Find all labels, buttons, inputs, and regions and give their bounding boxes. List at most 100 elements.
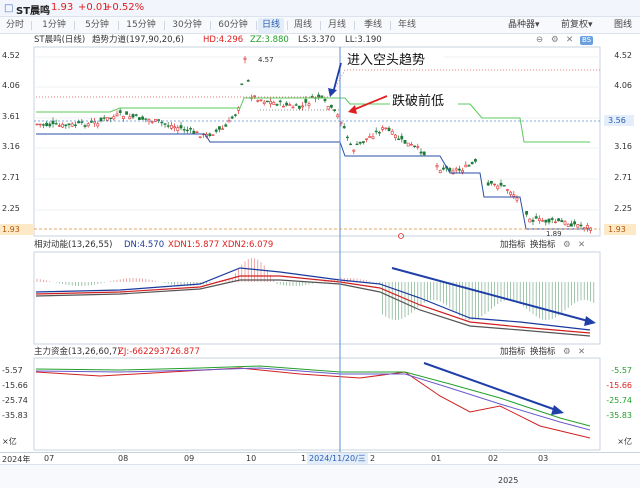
- y-tick-left: 3.61: [2, 112, 20, 121]
- switch-indicator-button[interactable]: 换指标: [530, 347, 556, 357]
- candle-body: [45, 122, 49, 126]
- candle-body: [541, 220, 545, 222]
- candle-body: [99, 117, 103, 122]
- candle-body: [329, 104, 333, 108]
- flow-tick-right: -25.74: [606, 396, 632, 405]
- ls-value: LS:3.370: [298, 35, 336, 45]
- candle-body: [272, 102, 276, 105]
- short-trend-annotation: 进入空头趋势: [328, 49, 444, 97]
- tab-5min[interactable]: 5分钟: [85, 20, 109, 30]
- flow-tick-left: -5.57: [2, 366, 23, 375]
- tab-monthly[interactable]: 月线: [327, 20, 346, 30]
- tab-15min[interactable]: 15分钟: [126, 20, 156, 30]
- candle-body: [342, 126, 346, 129]
- candle-body: [557, 218, 561, 222]
- candle-body: [170, 125, 173, 129]
- y-tick-right: 3.16: [614, 142, 632, 151]
- indicator-tools-dropdown[interactable]: 晶种器▾: [508, 20, 540, 30]
- candle-body: [573, 221, 577, 225]
- close-icon[interactable]: ✕: [566, 35, 574, 45]
- support-line-green: [36, 97, 590, 143]
- candle-body: [496, 185, 500, 190]
- period-tab-bar: 分时 1分钟 5分钟 15分钟 30分钟 60分钟 日线 周线 月线 季线 年线…: [0, 17, 640, 34]
- title-bar: □ ST晨鸣 1.93 +0.01 +0.52%: [0, 0, 640, 17]
- x-label: 01: [431, 454, 442, 463]
- xdn2-line: [35, 279, 591, 337]
- stock-change-pct: +0.52%: [104, 2, 145, 13]
- candle-body: [253, 95, 257, 97]
- candle-body: [576, 224, 580, 228]
- candle-body: [240, 83, 244, 85]
- y-tick-left: 3.16: [2, 142, 20, 151]
- candle-body: [454, 168, 458, 171]
- resistance-line-blue: [36, 133, 590, 230]
- candle-body: [486, 182, 490, 186]
- candle-body: [441, 167, 445, 170]
- tab-quarterly[interactable]: 季线: [363, 20, 382, 30]
- settings-icon[interactable]: ⚙: [563, 240, 571, 250]
- tab-weekly[interactable]: 周线: [293, 20, 312, 30]
- flow-tick-left: -15.66: [2, 381, 28, 390]
- close-icon[interactable]: ✕: [578, 347, 586, 357]
- candle-body: [70, 123, 74, 127]
- candle-body: [118, 110, 122, 113]
- x-label: 03: [538, 454, 549, 463]
- momentum-name: 相对动能(13,26,55): [34, 240, 113, 250]
- candle-body: [288, 104, 292, 106]
- candle-body: [198, 136, 202, 138]
- candle-body: [186, 129, 189, 132]
- candle-body: [377, 132, 381, 134]
- tab-daily[interactable]: 日线: [258, 18, 284, 33]
- candle-body: [48, 123, 52, 127]
- main-indicator-formula: 趋势力道(197,90,20,6): [92, 35, 185, 45]
- candle-body: [80, 121, 84, 123]
- candle-body: [579, 224, 583, 227]
- add-indicator-button[interactable]: 加指标: [500, 240, 526, 250]
- price-adjust-dropdown[interactable]: 前复权▾: [561, 20, 593, 30]
- candle-body: [400, 135, 404, 140]
- chart-style-button[interactable]: 图线: [614, 20, 633, 30]
- add-indicator-button[interactable]: 加指标: [500, 347, 526, 357]
- time-scrollbar[interactable]: 2025: [0, 464, 640, 488]
- event-marker-icon: [398, 233, 404, 239]
- candle-body: [259, 99, 263, 101]
- candle-body: [349, 143, 353, 146]
- candle-body: [464, 164, 468, 168]
- candle-body: [537, 218, 541, 221]
- collapse-up-icon[interactable]: ⊖: [536, 35, 544, 45]
- flow-tick-left: -35.83: [2, 411, 28, 420]
- momentum-series: [35, 258, 595, 337]
- flow-tick-right: -35.83: [606, 411, 632, 420]
- candle-body: [531, 219, 535, 222]
- momentum-trend-arrow: [391, 267, 596, 326]
- x-label: 08: [118, 454, 129, 463]
- tab-intraday[interactable]: 分时: [5, 20, 24, 30]
- close-icon[interactable]: ✕: [578, 240, 586, 250]
- candle-body: [131, 114, 135, 118]
- tab-yearly[interactable]: 年线: [397, 20, 416, 30]
- candle-body: [569, 223, 573, 227]
- candle-body: [355, 143, 359, 146]
- tab-30min[interactable]: 30分钟: [172, 20, 202, 30]
- candle-body: [365, 138, 369, 140]
- candle-body: [128, 116, 132, 120]
- settings-icon[interactable]: ⚙: [551, 35, 559, 45]
- tab-1min[interactable]: 1分钟: [42, 20, 66, 30]
- candle-body: [166, 125, 170, 127]
- tab-60min[interactable]: 60分钟: [218, 20, 248, 30]
- candle-body: [281, 105, 285, 108]
- candle-body: [77, 120, 81, 124]
- x-label: 1: [301, 454, 307, 463]
- switch-indicator-button[interactable]: 换指标: [530, 240, 556, 250]
- bs-badge[interactable]: BS: [580, 36, 594, 45]
- candle-body: [512, 194, 516, 197]
- candle-body: [173, 126, 177, 129]
- annotation-break-low: 跌破前低: [392, 93, 444, 109]
- annotation-short-trend: 进入空头趋势: [347, 52, 425, 68]
- candle-body: [499, 182, 503, 186]
- candle-body: [403, 140, 407, 144]
- xdn2-value: XDN2:6.079: [222, 240, 274, 250]
- settings-icon[interactable]: ⚙: [563, 347, 571, 357]
- candle-body: [505, 189, 509, 191]
